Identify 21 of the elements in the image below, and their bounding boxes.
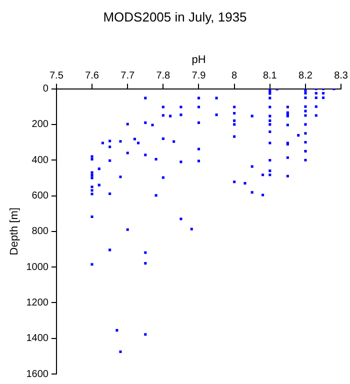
- y-tick-label: 800: [32, 226, 49, 238]
- y-tick-label: 0: [42, 84, 49, 95]
- y-tick-label: 200: [32, 119, 49, 130]
- y-tick-label: 400: [32, 154, 49, 166]
- x-tick-label: 7.6: [85, 70, 100, 82]
- y-tick-label: 1000: [26, 262, 49, 273]
- x-tick-label: 7.9: [192, 70, 206, 82]
- x-tick-label: 8.2: [298, 70, 313, 82]
- chart-title: MODS2005 in July, 1935: [103, 9, 247, 24]
- x-axis-title: pH: [192, 54, 206, 66]
- y-tick-label: 1600: [26, 368, 49, 380]
- x-tick-label: 8.3: [334, 70, 348, 82]
- y-tick-label: 600: [32, 190, 49, 202]
- x-tick-label: 7.5: [49, 70, 64, 82]
- y-tick-label: 1200: [26, 297, 49, 308]
- x-tick-label: 8: [232, 70, 238, 82]
- y-axis-title: Depth [m]: [8, 208, 21, 256]
- x-tick-label: 7.8: [156, 70, 171, 82]
- y-tick-label: 1400: [26, 333, 49, 344]
- x-tick-label: 7.7: [120, 70, 135, 82]
- x-tick-label: 8.1: [262, 70, 278, 82]
